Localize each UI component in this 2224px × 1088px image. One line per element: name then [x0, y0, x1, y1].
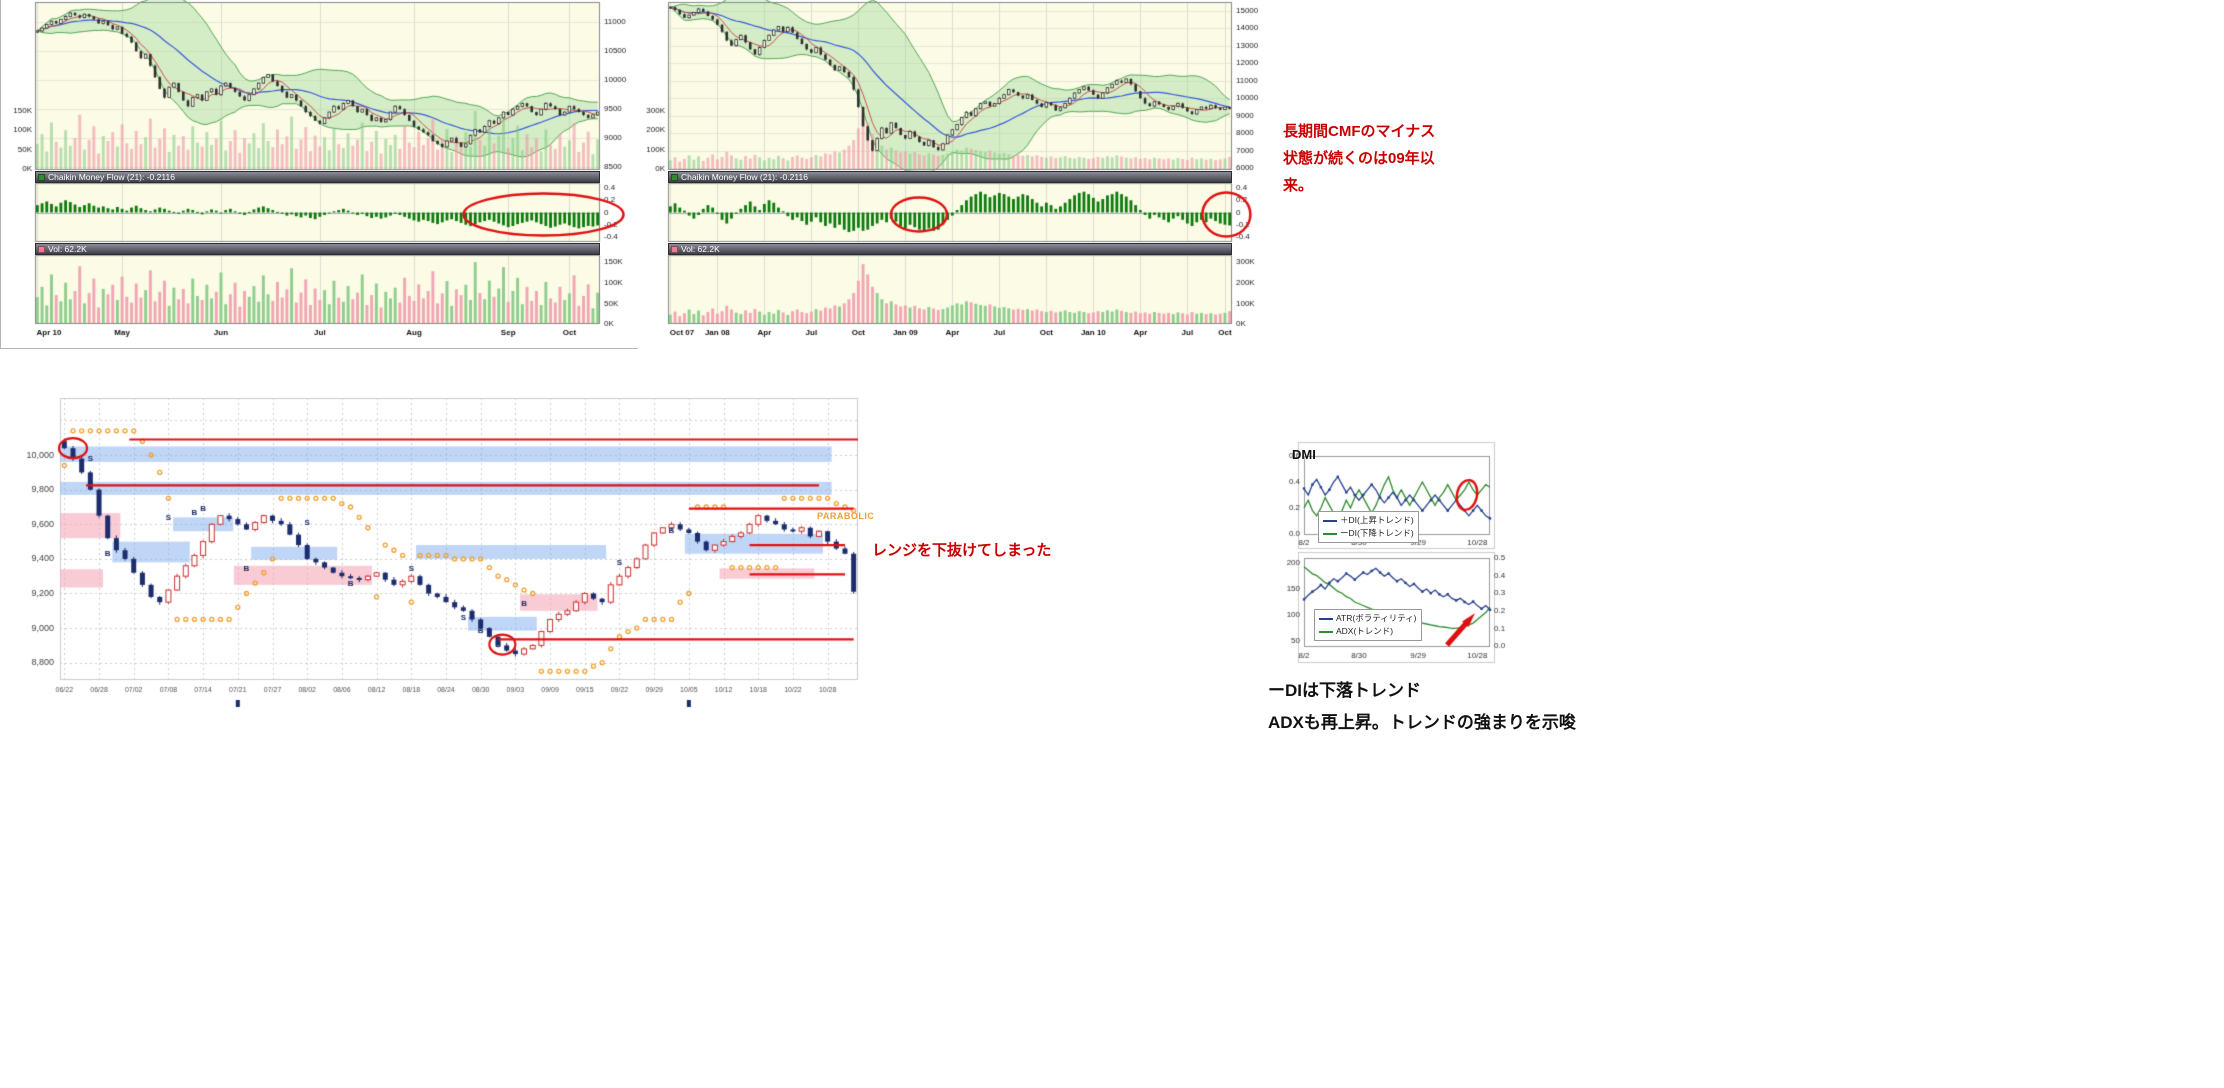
note-line: 長期間CMFのマイナス	[1283, 123, 1436, 140]
cmf-pane-header-daily: Chaikin Money Flow (21): -0.2116	[35, 171, 600, 183]
legend-label: ATR(ボラティリティ)	[1336, 613, 1417, 623]
note-line: 状態が続くのは09年以	[1283, 150, 1435, 167]
legend-item-adx: ADX(トレンド)	[1319, 625, 1417, 638]
minus-di-line-swatch	[1323, 532, 1337, 535]
dmi-legend: ＋DI(上昇トレンド) ーDI(下降トレンド)	[1318, 511, 1419, 543]
plus-di-line-swatch	[1323, 519, 1337, 522]
legend-label: ーDI(下降トレンド)	[1340, 528, 1414, 538]
volume-header-label: Vol: 62.2K	[681, 244, 720, 254]
atr-line-swatch	[1319, 617, 1333, 620]
legend-label: ＋DI(上昇トレンド)	[1340, 515, 1414, 525]
volume-header-label: Vol: 62.2K	[48, 244, 87, 254]
adx-trend-note: ADXも再上昇。トレンドの強まりを示唆	[1268, 713, 1576, 732]
cmf-indicator-icon	[671, 173, 678, 181]
legend-item-minus-di: ーDI(下降トレンド)	[1323, 527, 1414, 540]
legend-item-atr: ATR(ボラティリティ)	[1319, 612, 1417, 625]
cmf-pane-header-weekly: Chaikin Money Flow (21): -0.2116	[668, 171, 1232, 183]
parabolic-label: PARABOLIC	[817, 511, 875, 521]
range-break-chart	[0, 385, 900, 735]
dmi-panel-title: DMI	[1292, 447, 1316, 462]
volume-pane-header-weekly: Vol: 62.2K	[668, 243, 1232, 255]
adx-line-swatch	[1319, 630, 1333, 633]
legend-item-plus-di: ＋DI(上昇トレンド)	[1323, 514, 1414, 527]
cmf-indicator-icon	[38, 173, 45, 181]
legend-label: ADX(トレンド)	[1336, 626, 1394, 636]
range-break-note: レンジを下抜けてしまった	[872, 542, 1052, 559]
cmf-annotation-note: 長期間CMFのマイナス 状態が続くのは09年以 来。	[1283, 118, 1503, 199]
volume-pane-header-daily: Vol: 62.2K	[35, 243, 600, 255]
volume-indicator-icon	[671, 245, 678, 253]
volume-indicator-icon	[38, 245, 45, 253]
cmf-header-label: Chaikin Money Flow (21): -0.2116	[681, 172, 808, 182]
atr-adx-legend: ATR(ボラティリティ) ADX(トレンド)	[1314, 609, 1422, 641]
note-line: 来。	[1283, 177, 1314, 194]
cmf-header-label: Chaikin Money Flow (21): -0.2116	[48, 172, 175, 182]
minus-di-trend-note: ーDIは下落トレンド	[1268, 681, 1421, 700]
